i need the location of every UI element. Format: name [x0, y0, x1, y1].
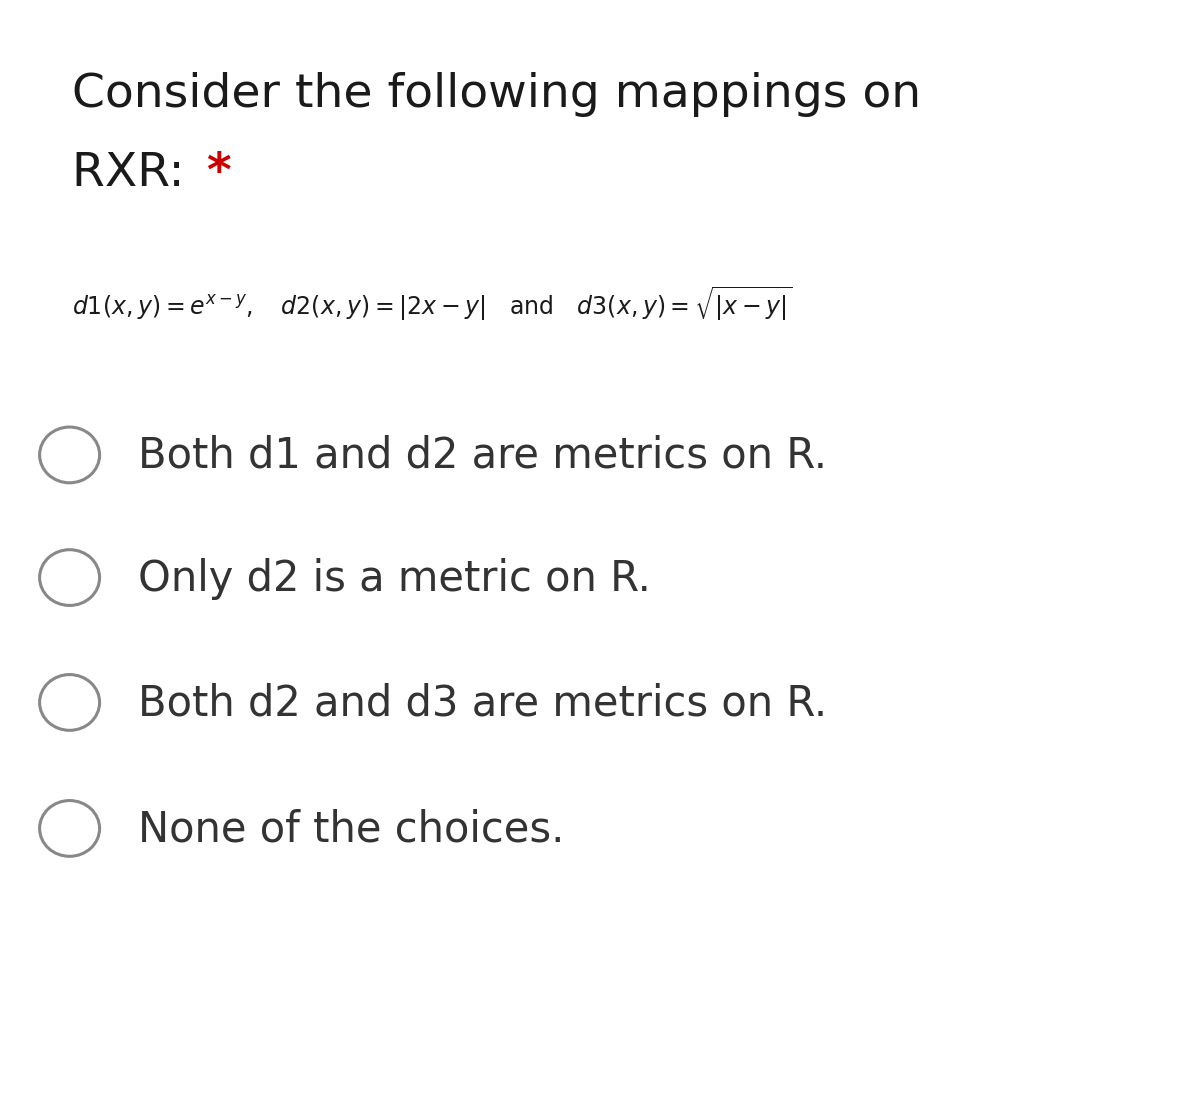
Text: RXR:: RXR:	[72, 151, 199, 195]
Text: Consider the following mappings on: Consider the following mappings on	[72, 72, 922, 117]
Text: None of the choices.: None of the choices.	[138, 808, 564, 851]
Text: *: *	[206, 151, 232, 195]
Text: $d1(x,y) = e^{x-y},\quad d2(x,y) = |2x - y|\quad \mathrm{and}\quad d3(x,y) = \sq: $d1(x,y) = e^{x-y},\quad d2(x,y) = |2x -…	[72, 284, 793, 323]
Text: Both d1 and d2 are metrics on R.: Both d1 and d2 are metrics on R.	[138, 435, 827, 477]
Text: Both d2 and d3 are metrics on R.: Both d2 and d3 are metrics on R.	[138, 682, 827, 725]
Text: Only d2 is a metric on R.: Only d2 is a metric on R.	[138, 558, 650, 600]
